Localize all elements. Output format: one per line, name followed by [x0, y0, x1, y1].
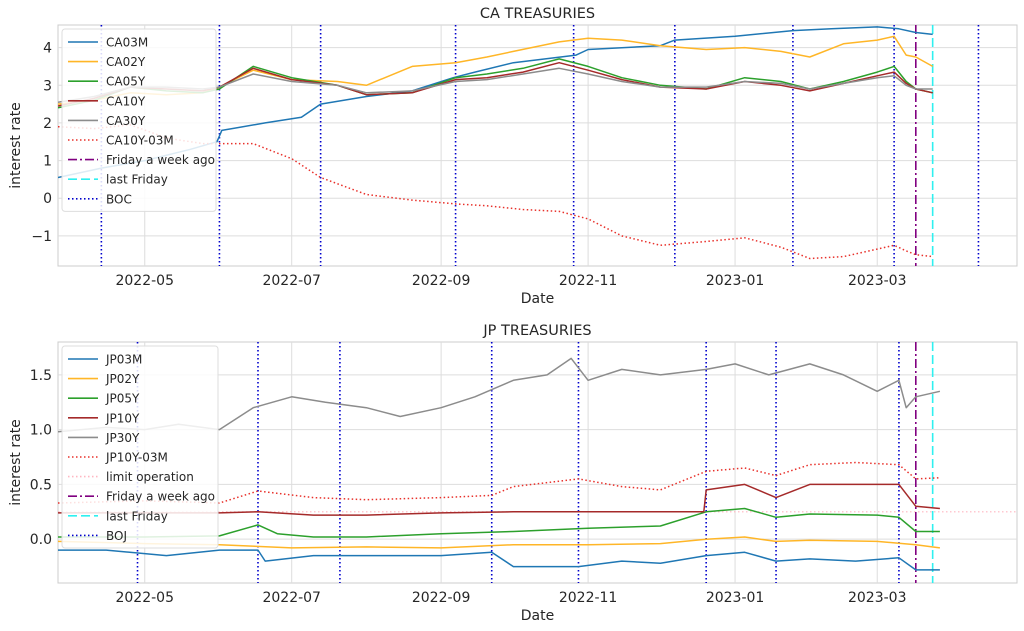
chart2-legend-label: BOJ: [106, 529, 127, 543]
chart1-legend-label: Friday a week ago: [106, 153, 215, 167]
chart2-ytick-label: 0.5: [30, 477, 52, 493]
chart2-xtick-label: 2022-09: [412, 590, 471, 606]
chart2-legend-label: JP10Y-03M: [105, 451, 168, 465]
chart2-series-jp30y: [58, 357, 941, 433]
chart1-xtick-label: 2022-07: [262, 273, 321, 289]
chart2-xtick-label: 2022-07: [262, 590, 321, 606]
chart2-ytick-label: 0.0: [30, 532, 52, 548]
chart1-legend-label: BOC: [106, 192, 132, 206]
chart2-legend-box: [61, 345, 219, 549]
chart1-legend-label: CA10Y-03M: [106, 134, 174, 148]
chart1-xtick-label: 2022-11: [559, 273, 618, 289]
chart2-ytick-label: 1.5: [30, 368, 52, 384]
chart1-xtick-label: 2022-09: [412, 273, 471, 289]
chart1-ytick-label: 1: [43, 154, 52, 170]
chart2: 0.0 0.5 1.0 1.5 2022-05 2022-07 2022-09 2022-11…: [8, 323, 1018, 624]
chart2-series-jp05y: [58, 507, 940, 538]
chart2-title: JP TREASURIES: [482, 323, 591, 339]
chart1-ytick-label: 0: [43, 191, 52, 207]
chart1-legend-label: CA03M: [106, 36, 148, 50]
chart1-xlabel: Date: [521, 291, 554, 307]
chart1-xtick-label: 2023-03: [848, 273, 907, 289]
chart1-ylabel: interest rate: [8, 102, 24, 189]
chart2-legend: JP03M JP02Y JP05Y JP10Y JP30Y JP10Y-03M limit …: [61, 345, 219, 549]
chart1-legend-label: CA10Y: [106, 94, 146, 108]
chart2-legend-label: last Friday: [106, 509, 168, 523]
chart1-legend-box: [61, 28, 217, 212]
chart2-legend-label: JP30Y: [105, 431, 140, 445]
chart1-legend-label: last Friday: [106, 173, 168, 187]
chart2-xtick-label: 2023-01: [706, 590, 765, 606]
chart2-xtick-label: 2022-11: [559, 590, 618, 606]
chart1-title: CA TREASURIES: [480, 6, 595, 22]
chart1-legend-label: CA05Y: [106, 75, 146, 89]
chart2-ytick-label: 1.0: [30, 423, 52, 439]
chart2-legend-label: limit operation: [106, 470, 194, 484]
chart2-ylabel: interest rate: [8, 419, 24, 506]
chart2-xlabel: Date: [521, 608, 554, 624]
chart2-legend-label: JP02Y: [105, 372, 140, 386]
chart1-legend-label: CA30Y: [106, 114, 146, 128]
chart2-legend-label: JP03M: [105, 353, 142, 367]
chart1-xtick-label: 2023-01: [706, 273, 765, 289]
chart2-series-jp02y: [58, 536, 940, 549]
chart1-legend-label: CA02Y: [106, 55, 146, 69]
chart2-xtick-label: 2022-05: [115, 590, 174, 606]
chart1-legend: CA03M CA02Y CA05Y CA10Y CA30Y CA10Y-03M Friday…: [61, 28, 217, 212]
chart2-series-jp03m: [58, 549, 940, 571]
chart1-ytick-label: −1: [31, 229, 52, 245]
chart1-series-ca03m: [58, 26, 933, 179]
chart1: −1 0 1 2 3 4 2022-05 2022-07 2022-09 2022-11 2023-…: [8, 6, 1018, 307]
chart2-series-jp10y: [58, 483, 940, 516]
chart2-legend-label: Friday a week ago: [106, 490, 215, 504]
chart1-ytick-label: 2: [43, 116, 52, 132]
chart2-legend-label: JP10Y: [105, 411, 140, 425]
chart1-xtick-label: 2022-05: [115, 273, 174, 289]
chart1-ytick-label: 3: [43, 78, 52, 94]
chart2-legend-label: JP05Y: [105, 392, 140, 406]
chart1-ytick-label: 4: [43, 41, 52, 57]
chart2-xtick-label: 2023-03: [848, 590, 907, 606]
